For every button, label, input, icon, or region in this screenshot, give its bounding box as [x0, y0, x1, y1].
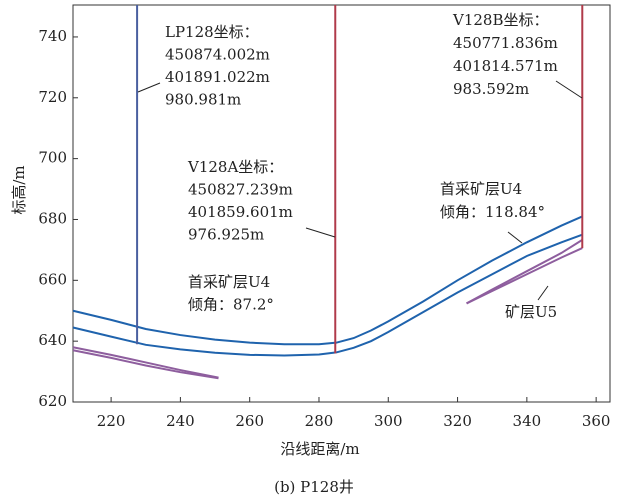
x-tick-label: 300 [374, 412, 403, 430]
x-tick-label: 280 [305, 412, 334, 430]
line-series [72, 346, 219, 379]
annotation-text: 450771.836m [453, 34, 558, 52]
annotation-text: 401814.571m [453, 57, 558, 75]
plot-frame [72, 4, 611, 403]
y-tick-label: 640 [38, 331, 67, 349]
x-tick-label: 220 [97, 412, 126, 430]
annotation-text: 倾角：118.84° [440, 203, 545, 221]
y-tick-label: 620 [38, 392, 67, 410]
y-tick-label: 680 [38, 209, 67, 227]
leader-line [537, 285, 549, 301]
annotation-text: 401891.022m [165, 68, 270, 86]
line-series [72, 233, 583, 357]
annotation-text: 976.925m [188, 226, 264, 244]
line-series [466, 239, 583, 305]
leader-line [305, 227, 336, 238]
x-tick-label: 320 [443, 412, 472, 430]
y-tick-label: 740 [38, 27, 67, 45]
annotation-text: 矿层U5 [505, 303, 557, 321]
annotation-text: LP128坐标： [165, 23, 259, 41]
caption: (b) P128井 [274, 478, 354, 496]
line-series [72, 349, 219, 380]
annotation-text: 450827.239m [188, 181, 293, 199]
y-axis-label: 标高/m [10, 165, 28, 214]
annotation-text: V128A坐标： [187, 158, 283, 176]
y-tick-label: 700 [38, 149, 67, 167]
annotation-text: 980.981m [165, 91, 241, 109]
y-tick-label: 720 [38, 88, 67, 106]
annotation-text: 401859.601m [188, 203, 293, 221]
x-tick-label: 260 [235, 412, 264, 430]
x-tick-label: 360 [582, 412, 611, 430]
leader-line [507, 231, 523, 244]
x-axis-label: 沿线距离/m [280, 440, 359, 458]
annotation-text: 450874.002m [165, 46, 270, 64]
y-tick-label: 660 [38, 270, 67, 288]
annotation-text: 首采矿层U4 [440, 180, 522, 198]
annotation-text: 983.592m [453, 80, 529, 98]
annotation-text: 倾角：87.2° [188, 296, 274, 314]
x-tick-label: 340 [513, 412, 542, 430]
annotation-text: 首采矿层U4 [188, 273, 270, 291]
x-tick-label: 240 [166, 412, 195, 430]
leader-line [555, 80, 583, 99]
annotation-text: V128B坐标： [452, 11, 549, 29]
line-series [72, 215, 583, 346]
leader-line [137, 82, 161, 93]
